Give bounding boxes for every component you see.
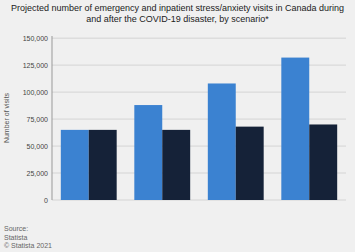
bars	[61, 58, 337, 200]
grid	[52, 38, 346, 200]
chart: Projected number of emergency and inpati…	[0, 0, 355, 252]
y-tick-label: 75,000	[27, 116, 49, 123]
bar	[61, 130, 89, 200]
title: Projected number of emergency and inpati…	[11, 3, 344, 24]
bar	[89, 130, 117, 200]
y-axis-line	[52, 36, 53, 200]
y-tick-label: 50,000	[27, 143, 49, 150]
y-tick-label: 0	[44, 197, 48, 204]
y-axis-label: Number of visits	[3, 92, 10, 143]
y-tick-label: 100,000	[23, 89, 48, 96]
bar	[236, 127, 264, 200]
y-tick-label: 125,000	[23, 62, 48, 69]
y-tick-label: 25,000	[27, 170, 49, 177]
bar	[309, 124, 337, 200]
bar	[134, 105, 162, 200]
background	[0, 0, 355, 252]
y-tick-label: 150,000	[23, 35, 48, 42]
bar	[162, 130, 190, 200]
source-note: Source:Statista© Statista 2021	[4, 225, 52, 249]
grid-line	[52, 38, 346, 39]
bar	[281, 58, 309, 200]
bar	[208, 83, 236, 200]
